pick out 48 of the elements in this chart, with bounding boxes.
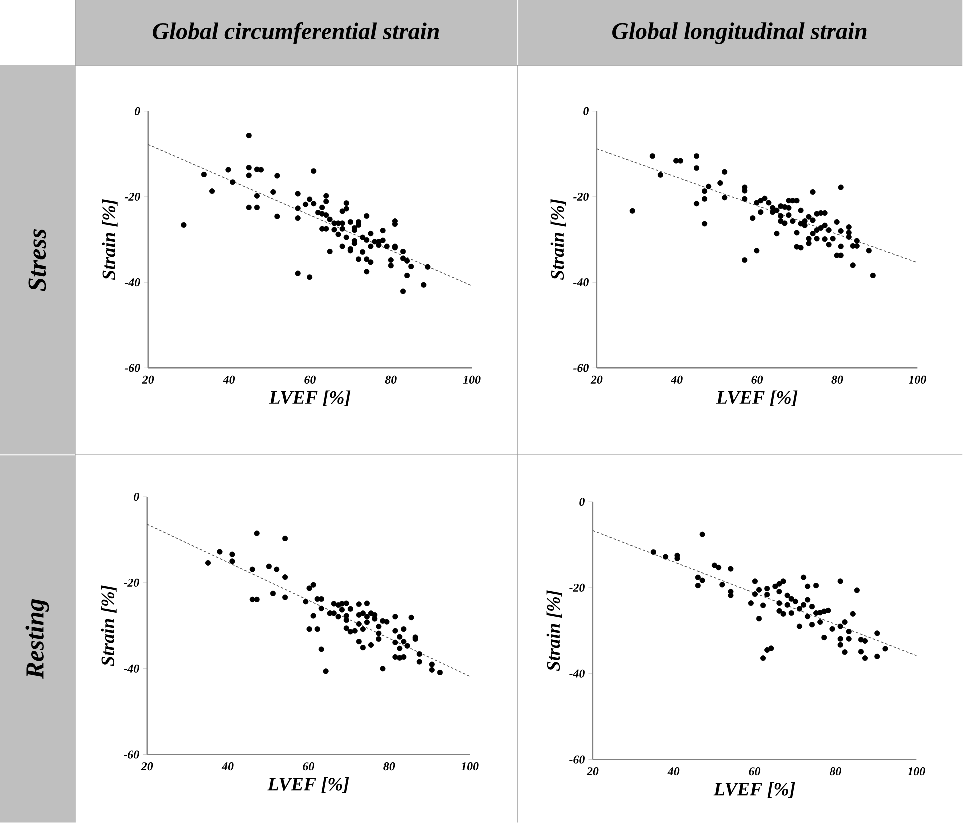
y-tick-label: 0	[580, 498, 585, 506]
y-tick-label: -40	[124, 664, 140, 673]
y-tick-label: -20	[124, 192, 140, 201]
x-tick-label: 40	[668, 767, 680, 776]
x-tick-label: 20	[141, 762, 154, 771]
x-axis-title: LVEF [%]	[716, 390, 798, 406]
x-axis-title: LVEF [%]	[269, 390, 351, 406]
x-tick-label: 40	[223, 376, 236, 384]
x-tick-label: 100	[463, 376, 481, 384]
x-tick-label: 40	[222, 762, 234, 771]
y-tick-label: -60	[574, 364, 589, 372]
x-tick-label: 60	[303, 762, 314, 771]
x-tick-label: 100	[461, 762, 479, 771]
y-axis-title: Strain [%]	[101, 586, 117, 666]
y-axis-title: Strain [%]	[546, 590, 562, 672]
text: Stress	[28, 229, 46, 292]
x-axis-title: LVEF [%]	[714, 782, 796, 798]
x-tick-label: 60	[304, 376, 316, 384]
x-tick-label: 60	[749, 767, 761, 776]
y-tick-label: -40	[570, 670, 585, 678]
chart-title: Global longitudinal strain	[612, 22, 867, 44]
x-tick-label: 100	[908, 376, 926, 384]
text: Resting	[26, 599, 50, 680]
x-axis-title: LVEF [%]	[268, 777, 350, 794]
x-tick-label: 40	[670, 376, 683, 384]
y-tick-label: -20	[574, 192, 589, 201]
y-tick-label: 0	[134, 492, 140, 501]
y-tick-label: -40	[574, 278, 589, 287]
y-axis-title: Strain [%]	[102, 199, 118, 280]
y-tick-label: 0	[135, 107, 140, 116]
x-tick-label: 60	[752, 376, 764, 384]
x-tick-label: 20	[142, 376, 154, 384]
y-axis-title: Strain [%]	[550, 199, 566, 280]
chart-title: Global circumferential strain	[153, 22, 440, 44]
y-tick-label: -60	[124, 364, 140, 372]
x-tick-label: 80	[830, 767, 842, 776]
y-tick-label: -60	[124, 750, 140, 759]
y-tick-label: -20	[570, 584, 585, 592]
y-tick-label: 0	[584, 107, 589, 116]
y-tick-label: -60	[570, 756, 585, 764]
x-tick-label: 100	[908, 767, 926, 776]
x-tick-label: 20	[590, 376, 603, 384]
y-tick-label: -40	[124, 278, 140, 287]
x-tick-label: 80	[832, 376, 844, 384]
y-tick-label: -20	[124, 578, 140, 587]
x-tick-label: 80	[385, 376, 397, 384]
x-tick-label: 80	[384, 762, 396, 771]
x-tick-label: 20	[586, 767, 599, 776]
